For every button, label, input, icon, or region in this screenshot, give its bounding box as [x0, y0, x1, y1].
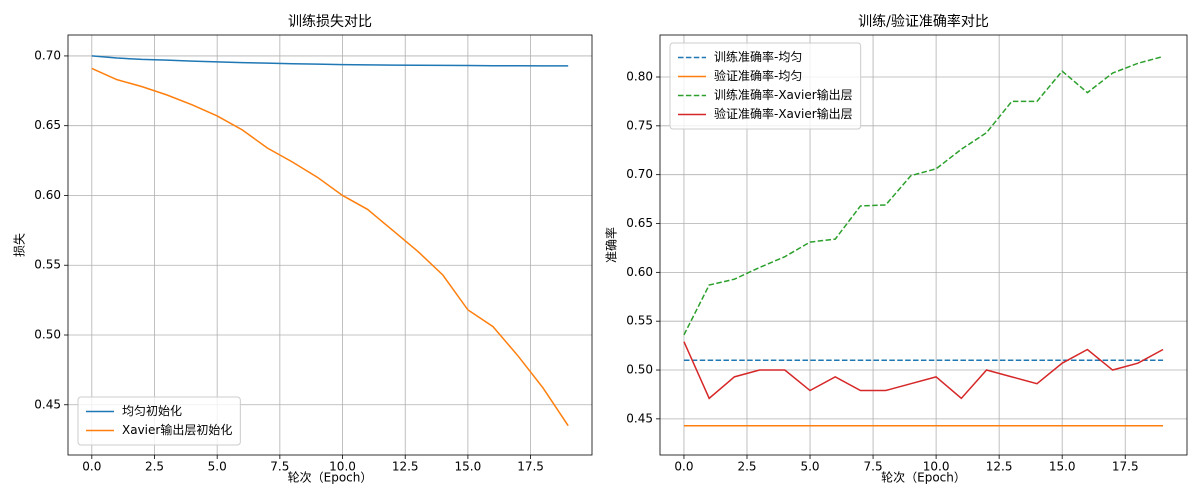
x-tick-label: 15.0: [1049, 460, 1076, 474]
y-tick-label: 0.80: [626, 70, 653, 84]
y-axis-label: 损失: [12, 233, 27, 257]
legend: 均匀初始化 Xavier输出层初始化: [77, 396, 241, 446]
y-tick-label: 0.70: [34, 48, 61, 62]
chart-title: 训练/验证准确率对比: [858, 13, 989, 30]
legend-label: 验证准确率-Xavier输出层: [714, 106, 853, 121]
y-tick-label: 0.55: [626, 314, 653, 328]
x-axis-label: 轮次（Epoch）: [288, 471, 373, 485]
x-tick-label: 0.0: [82, 460, 101, 474]
y-tick-label: 0.50: [34, 328, 61, 342]
line-series: [683, 55, 1164, 336]
x-tick-label: 10.0: [329, 460, 356, 474]
y-tick-label: 0.65: [34, 118, 61, 132]
y-tick-label: 0.45: [626, 411, 653, 425]
legend-label: Xavier输出层初始化: [122, 422, 232, 437]
x-tick-label: 17.5: [517, 460, 544, 474]
x-tick-label: 5.0: [800, 460, 819, 474]
plot-frame: [67, 34, 593, 456]
legend-label: 均匀初始化: [122, 404, 182, 418]
x-tick-label: 10.0: [923, 460, 950, 474]
y-tick-label: 0.60: [626, 265, 653, 279]
x-tick-label: 12.5: [986, 460, 1013, 474]
x-tick-label: 17.5: [1112, 460, 1139, 474]
x-tick-label: 12.5: [392, 460, 419, 474]
x-tick-label: 5.0: [208, 460, 227, 474]
x-axis-label: 轮次（Epoch）: [881, 471, 966, 485]
x-tick-label: 2.5: [145, 460, 164, 474]
y-tick-label: 0.50: [626, 363, 653, 377]
y-tick-label: 0.65: [626, 216, 653, 230]
x-tick-label: 15.0: [455, 460, 482, 474]
legend-box: [669, 42, 862, 130]
line-series: [683, 341, 1164, 400]
legend-label: 验证准确率-均匀: [714, 68, 802, 83]
x-tick-label: 7.5: [864, 460, 883, 474]
y-tick-label: 0.55: [34, 258, 61, 272]
line-series: [91, 55, 569, 67]
y-tick-label: 0.75: [626, 118, 653, 132]
x-tick-label: 0.0: [674, 460, 693, 474]
legend: 训练准确率-均匀验证准确率-均匀训练准确率-Xavier输出层验证准确率-Xav…: [669, 42, 862, 130]
y-tick-label: 0.45: [34, 397, 61, 411]
y-axis-label: 准确率: [604, 227, 619, 263]
legend-label: 训练准确率-Xavier输出层: [714, 87, 853, 102]
y-tick-label: 0.60: [34, 188, 61, 202]
y-tick-label: 0.70: [626, 167, 653, 181]
legend-box: [77, 396, 241, 446]
legend-label: 训练准确率-均匀: [714, 49, 802, 64]
chart-title: 训练损失对比: [288, 14, 372, 30]
x-tick-label: 7.5: [270, 460, 289, 474]
x-tick-label: 2.5: [737, 460, 756, 474]
plot-frame: [659, 34, 1188, 456]
line-series: [91, 67, 569, 427]
